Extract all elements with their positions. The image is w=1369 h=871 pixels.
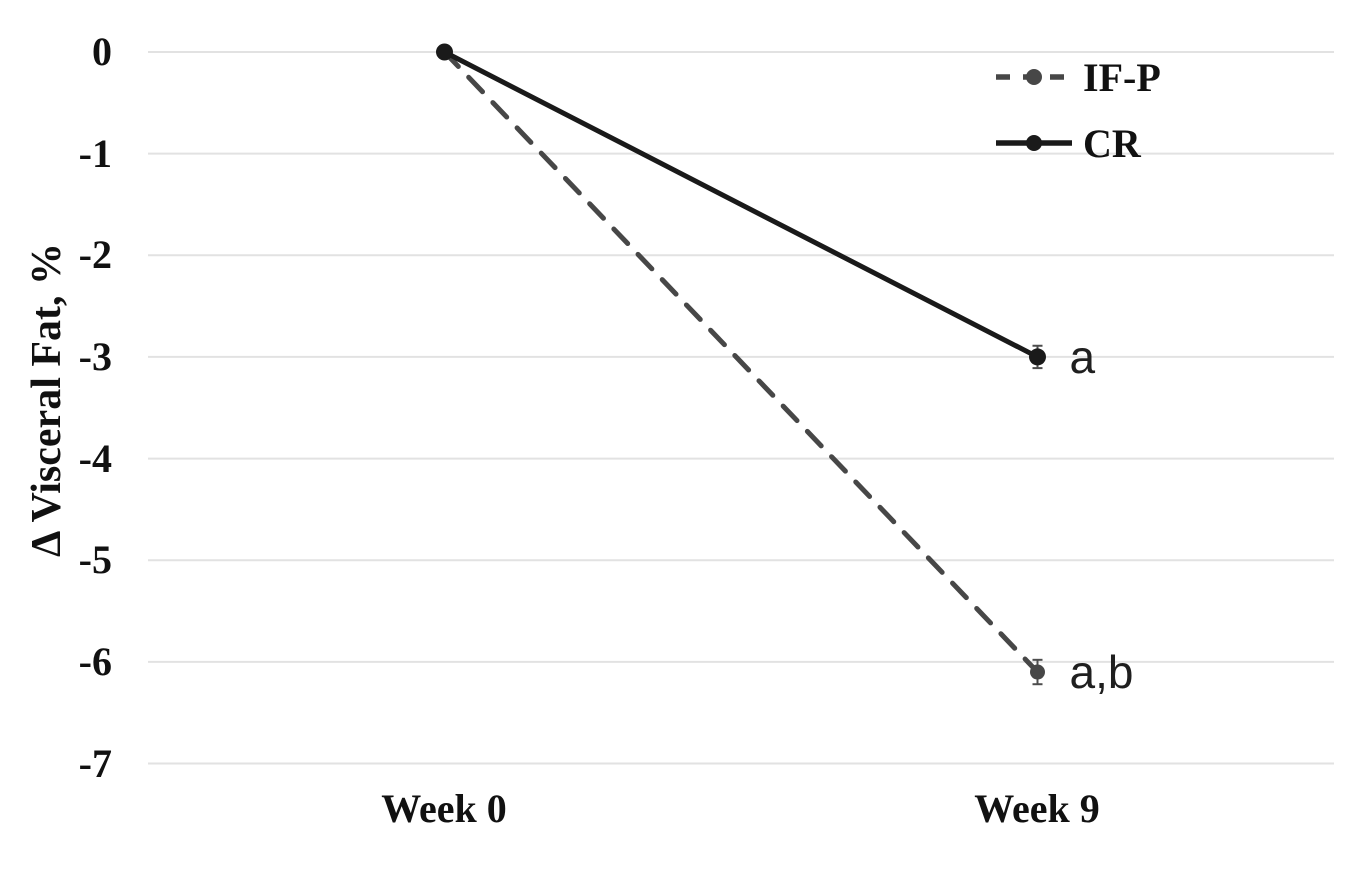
gridlines xyxy=(148,51,1334,765)
y-axis-title-text: Δ Visceral Fat, % xyxy=(24,242,70,558)
x-tick-week0: Week 0 xyxy=(381,786,507,831)
series-CR xyxy=(436,43,1046,370)
legend-item-cr: CR xyxy=(993,119,1161,167)
marker-CR-1 xyxy=(1029,348,1046,366)
marker-CR-0 xyxy=(436,43,453,61)
line-IF-P xyxy=(442,49,1040,675)
series-IF-P xyxy=(437,44,1045,686)
legend-label-ifp: IF-P xyxy=(1083,54,1161,100)
legend-label-cr: CR xyxy=(1083,120,1141,166)
cr-solid-line-sample xyxy=(996,135,1072,151)
ifp-dashed-line-sample xyxy=(996,69,1072,85)
legend-marker-IF-P xyxy=(1026,69,1042,85)
x-tick-week9: Week 9 xyxy=(974,786,1100,831)
line-CR xyxy=(442,49,1040,360)
legend-item-ifp: IF-P xyxy=(993,53,1161,101)
marker-IF-P-1 xyxy=(1030,664,1045,680)
legend-marker-CR xyxy=(1026,135,1042,151)
legend: IF-P CR xyxy=(993,53,1161,185)
